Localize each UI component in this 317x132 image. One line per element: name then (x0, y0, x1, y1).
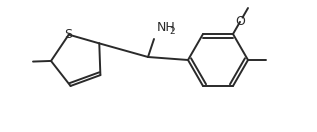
Text: S: S (64, 28, 72, 41)
Text: NH: NH (157, 21, 176, 34)
Text: O: O (235, 15, 245, 28)
Text: 2: 2 (169, 27, 175, 36)
